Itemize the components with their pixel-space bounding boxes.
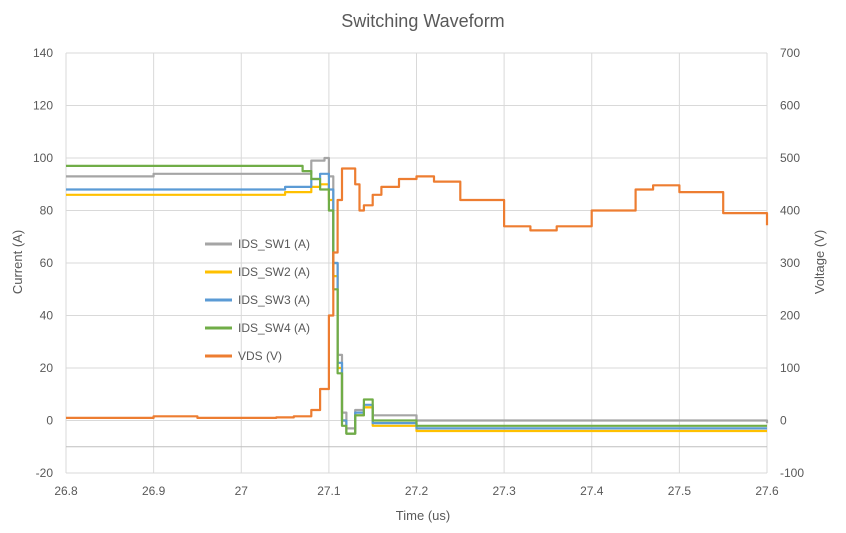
x-tick-label: 27 xyxy=(235,484,249,498)
y-left-tick-label: 20 xyxy=(40,361,54,375)
series-line-vds-v xyxy=(66,167,769,419)
y-left-tick-label: 140 xyxy=(33,46,53,60)
legend-label: IDS_SW1 (A) xyxy=(238,237,310,251)
legend-label: IDS_SW4 (A) xyxy=(238,321,310,335)
y-right-tick-label: 600 xyxy=(780,99,800,113)
y-right-tick-label: 700 xyxy=(780,46,800,60)
x-tick-label: 27.2 xyxy=(405,484,429,498)
y-left-tick-label: 100 xyxy=(33,151,53,165)
y-right-tick-label: 400 xyxy=(780,204,800,218)
y-left-tick-label: -20 xyxy=(36,466,54,480)
y-right-tick-label: 100 xyxy=(780,361,800,375)
x-axis-ticks: 26.8 26.9 27 27.1 27.2 27.3 27.4 27.5 27.6 xyxy=(54,484,779,498)
y-left-tick-label: 80 xyxy=(40,204,54,218)
y-left-axis-ticks: -20 0 20 40 60 80 100 120 140 xyxy=(33,46,53,480)
y-left-tick-label: 60 xyxy=(40,256,54,270)
x-tick-label: 26.8 xyxy=(54,484,78,498)
series-lines xyxy=(66,156,769,435)
y-right-axis-title: Voltage (V) xyxy=(812,230,827,294)
y-right-tick-label: 200 xyxy=(780,309,800,323)
x-tick-label: 27.5 xyxy=(668,484,692,498)
y-left-axis-title: Current (A) xyxy=(10,230,25,294)
y-left-tick-label: 0 xyxy=(46,414,53,428)
y-right-tick-label: 500 xyxy=(780,151,800,165)
x-axis-title: Time (us) xyxy=(396,508,450,523)
chart-title: Switching Waveform xyxy=(341,11,504,31)
y-left-tick-label: 120 xyxy=(33,99,53,113)
legend: IDS_SW1 (A) IDS_SW2 (A) IDS_SW3 (A) IDS_SW4… xyxy=(205,237,310,363)
y-left-tick-label: 40 xyxy=(40,309,54,323)
y-right-tick-label: 300 xyxy=(780,256,800,270)
gridlines xyxy=(65,52,768,474)
legend-label: IDS_SW3 (A) xyxy=(238,293,310,307)
x-tick-label: 27.1 xyxy=(317,484,341,498)
series-line-ids-sw4-a xyxy=(66,164,767,435)
x-tick-label: 27.6 xyxy=(755,484,779,498)
y-right-tick-label: 0 xyxy=(780,414,787,428)
x-tick-label: 27.4 xyxy=(580,484,604,498)
x-tick-label: 26.9 xyxy=(142,484,166,498)
legend-label: IDS_SW2 (A) xyxy=(238,265,310,279)
legend-label: VDS (V) xyxy=(238,349,282,363)
x-tick-label: 27.3 xyxy=(492,484,516,498)
y-right-tick-label: -100 xyxy=(780,466,804,480)
y-right-axis-ticks: -100 0 100 200 300 400 500 600 700 xyxy=(780,46,804,480)
